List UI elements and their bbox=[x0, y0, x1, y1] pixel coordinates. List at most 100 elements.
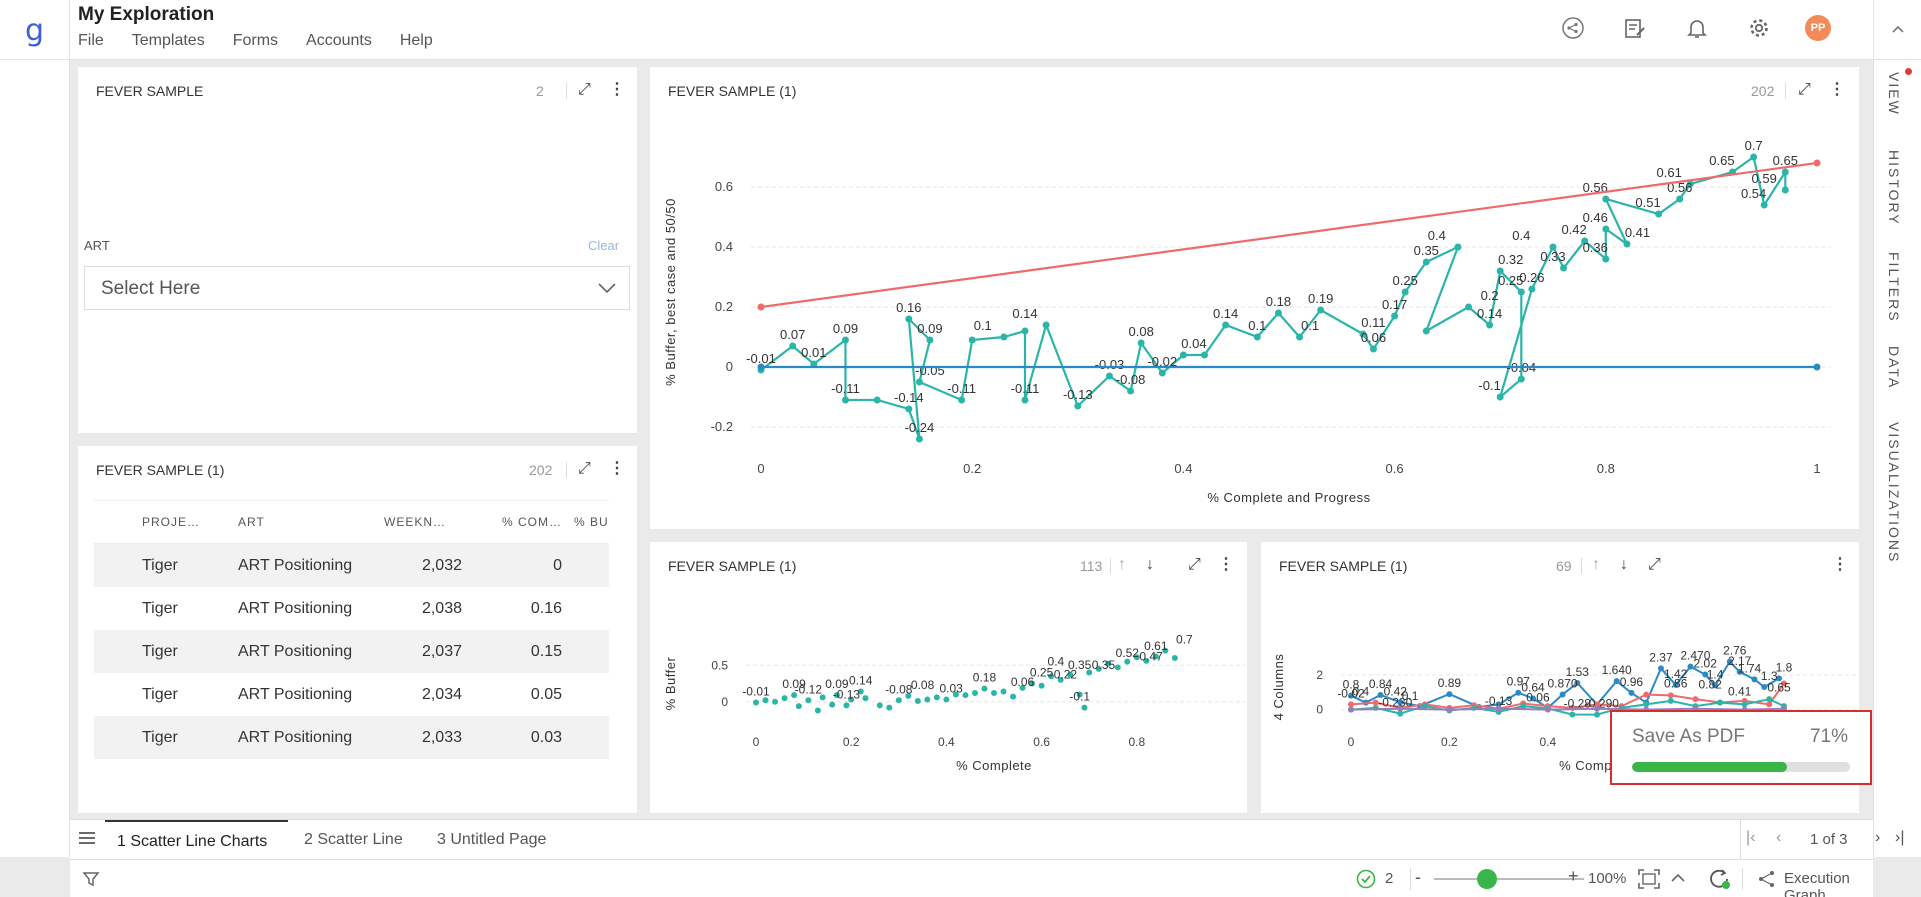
refresh-icon[interactable] bbox=[1708, 868, 1732, 895]
fit-screen-icon[interactable] bbox=[1638, 869, 1660, 894]
data-point bbox=[757, 363, 765, 371]
expand-icon[interactable]: ⤢ bbox=[578, 81, 591, 98]
page-tab-1[interactable]: 1 Scatter Line Charts bbox=[105, 820, 288, 859]
menu-help[interactable]: Help bbox=[399, 32, 433, 49]
data-point bbox=[952, 691, 959, 698]
data-label: 0.11 bbox=[1361, 315, 1385, 330]
share-icon[interactable] bbox=[1557, 12, 1589, 44]
more-icon[interactable]: ⋮ bbox=[609, 81, 625, 98]
data-label: 0.35 bbox=[1414, 243, 1439, 258]
y-tick-label: 0.4 bbox=[715, 239, 733, 254]
cell-project: Tiger bbox=[142, 599, 178, 617]
data-label: -0.11 bbox=[947, 381, 976, 396]
data-label: -0.08 bbox=[885, 682, 913, 696]
zoom-slider-thumb[interactable] bbox=[1476, 869, 1497, 889]
data-point bbox=[762, 697, 769, 704]
expand-icon[interactable]: ⤢ bbox=[578, 460, 591, 477]
data-point bbox=[843, 702, 850, 709]
table-row[interactable]: Tiger ART Positioning 2,038 0.16 bbox=[94, 587, 609, 630]
table-header: PROJE… ART WEEKN… % COM… % BU bbox=[94, 500, 609, 544]
data-label: 0.52 bbox=[1116, 646, 1140, 660]
column-header-buffer[interactable]: % BU bbox=[574, 515, 609, 529]
app-logo[interactable]: g bbox=[0, 0, 70, 60]
sort-descending-icon[interactable]: ↓ bbox=[1146, 556, 1154, 573]
more-icon[interactable]: ⋮ bbox=[609, 460, 625, 477]
column-header-complete[interactable]: % COM… bbox=[502, 515, 562, 529]
column-header-week[interactable]: WEEKN… bbox=[384, 515, 447, 529]
data-point bbox=[1781, 186, 1789, 194]
data-point bbox=[1421, 703, 1428, 710]
divider bbox=[1110, 558, 1111, 574]
collapse-panel-icon[interactable] bbox=[1873, 0, 1921, 60]
tab-data[interactable]: DATA bbox=[1886, 346, 1902, 390]
clear-button[interactable]: Clear bbox=[588, 238, 620, 253]
menu-accounts[interactable]: Accounts bbox=[306, 32, 372, 49]
cell-complete: 0 bbox=[553, 556, 562, 574]
data-label: 0.25 bbox=[1393, 273, 1418, 288]
expand-icon[interactable]: ⤢ bbox=[1648, 556, 1661, 573]
sort-descending-icon[interactable]: ↓ bbox=[1620, 556, 1628, 573]
table-row[interactable]: Tiger ART Positioning 2,037 0.15 bbox=[94, 630, 609, 673]
data-point bbox=[1348, 692, 1354, 699]
menu-templates[interactable]: Templates bbox=[131, 32, 205, 49]
x-tick-label: 0.4 bbox=[938, 735, 955, 749]
data-label: 0.8 bbox=[1343, 678, 1360, 692]
data-label: 0.65 bbox=[1709, 153, 1734, 168]
table-row[interactable]: Tiger ART Positioning 2,033 0.03 bbox=[94, 716, 609, 759]
menu-file[interactable]: File bbox=[78, 32, 104, 49]
data-label: 0.19 bbox=[1308, 291, 1333, 306]
data-label: 2.17 bbox=[1728, 654, 1752, 668]
filter-icon[interactable] bbox=[82, 870, 100, 893]
next-page-icon[interactable]: › bbox=[1875, 829, 1881, 846]
prev-page-icon[interactable]: ‹ bbox=[1776, 829, 1782, 846]
main-line-chart[interactable]: -0.2 0 0.2 0.4 0.6 0 0.2 0.4 0.6 0.8 1 % Complete a… bbox=[650, 67, 1859, 529]
expand-icon[interactable]: ⤢ bbox=[1188, 556, 1201, 573]
sort-ascending-icon[interactable]: ↑ bbox=[1118, 556, 1126, 573]
table-row[interactable]: Tiger ART Positioning 2,032 0 bbox=[94, 544, 609, 587]
column-header-art[interactable]: ART bbox=[238, 515, 265, 529]
bell-icon[interactable] bbox=[1681, 12, 1713, 44]
data-label: -0.11 bbox=[1011, 381, 1040, 396]
tab-history[interactable]: HISTORY bbox=[1886, 150, 1902, 226]
data-label: 1.4 bbox=[1707, 667, 1724, 681]
art-select-dropdown[interactable]: Select Here bbox=[84, 266, 630, 310]
data-point bbox=[1486, 321, 1494, 329]
pdf-progress-fill bbox=[1632, 762, 1787, 772]
column-header-project[interactable]: PROJE… bbox=[142, 515, 201, 529]
data-point bbox=[1067, 671, 1074, 678]
tab-view[interactable]: VIEW bbox=[1886, 72, 1902, 116]
more-icon[interactable]: ⋮ bbox=[1218, 556, 1234, 573]
expand-icon[interactable]: ⤢ bbox=[1798, 81, 1811, 98]
hamburger-menu-icon[interactable] bbox=[78, 830, 96, 851]
sort-ascending-icon[interactable]: ↑ bbox=[1592, 556, 1600, 573]
more-icon[interactable]: ⋮ bbox=[1832, 556, 1848, 573]
zoom-out-button[interactable]: - bbox=[1415, 867, 1421, 887]
page-tab-2[interactable]: 2 Scatter Line bbox=[304, 831, 403, 848]
data-label: 0.1 bbox=[1248, 318, 1266, 333]
scatter-chart[interactable]: 0 0.5 0 0.2 0.4 0.6 0.8 % Complete % Buffer -0.01… bbox=[650, 542, 1247, 813]
cell-week: 2,037 bbox=[421, 642, 462, 660]
data-label: 0.04 bbox=[1181, 336, 1206, 351]
first-page-icon[interactable]: |‹ bbox=[1746, 829, 1756, 846]
zoom-in-button[interactable]: + bbox=[1568, 866, 1579, 886]
chevron-up-icon[interactable] bbox=[1670, 871, 1686, 890]
data-point bbox=[1029, 680, 1036, 687]
gear-icon[interactable] bbox=[1743, 12, 1775, 44]
table-row[interactable]: Tiger ART Positioning 2,034 0.05 bbox=[94, 673, 609, 716]
execution-graph-button[interactable]: Execution Graph bbox=[1784, 870, 1850, 897]
tab-visualizations[interactable]: VISUALIZATIONS bbox=[1886, 422, 1902, 564]
page-tab-3[interactable]: 3 Untitled Page bbox=[437, 831, 547, 848]
last-page-icon[interactable]: ›| bbox=[1895, 829, 1905, 846]
more-icon[interactable]: ⋮ bbox=[1829, 81, 1845, 98]
zoom-slider[interactable] bbox=[1434, 869, 1584, 889]
check-circle-icon[interactable] bbox=[1356, 869, 1376, 894]
tab-filters[interactable]: FILTERS bbox=[1886, 252, 1902, 323]
data-label: 0.09 bbox=[782, 677, 806, 691]
avatar[interactable]: PP bbox=[1805, 15, 1831, 41]
edit-notes-icon[interactable] bbox=[1619, 12, 1651, 44]
data-label: 0.61 bbox=[1144, 639, 1168, 653]
data-label: -0.01 bbox=[746, 351, 776, 366]
data-label: 0.08 bbox=[1129, 324, 1154, 339]
menu-forms[interactable]: Forms bbox=[232, 32, 279, 49]
